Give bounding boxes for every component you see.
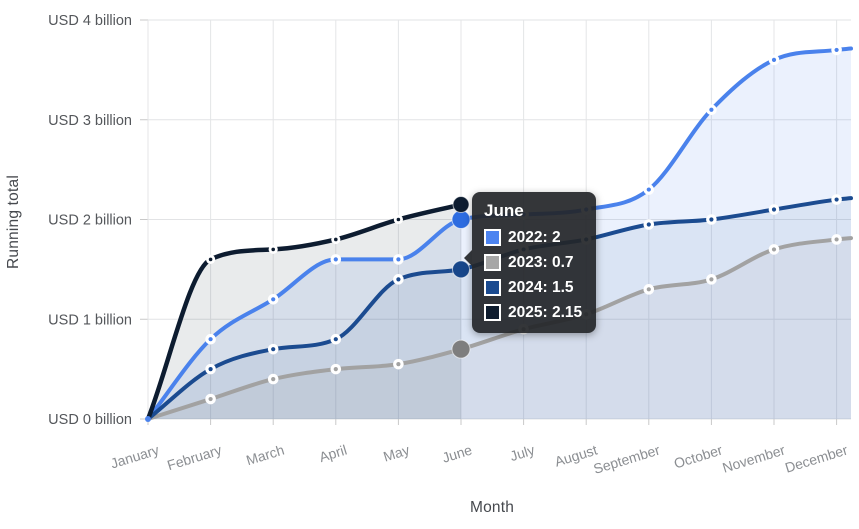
series-swatch-2022 <box>484 229 501 246</box>
tooltip-row-text: 2022: 2 <box>508 229 561 246</box>
tooltip-row: 2022: 2 <box>484 227 585 248</box>
series-swatch-2025 <box>484 304 501 321</box>
point-center-2023-november <box>771 247 777 252</box>
tooltip: June 2022: 2 2023: 0.7 2024: 1.5 2025: 2.15 <box>464 192 596 333</box>
point-center-2024-may <box>396 277 401 282</box>
point-center-2022-november <box>771 57 777 63</box>
tooltip-arrow <box>464 250 472 266</box>
point-center-2024-september <box>646 222 651 227</box>
point-center-2024-november <box>771 207 777 212</box>
point-center-2024-december <box>834 197 839 202</box>
point-center-2023-december <box>834 237 839 242</box>
x-tick-label: January <box>109 442 161 472</box>
x-tick-label: February <box>165 442 223 474</box>
tooltip-row: 2025: 2.15 <box>484 302 585 323</box>
point-center-2023-march <box>271 377 276 382</box>
tooltip-title: June <box>484 201 524 220</box>
point-center-2023-september <box>646 287 651 292</box>
point-center-2025-february <box>208 257 213 262</box>
point-center-2024-april <box>333 337 338 342</box>
point-center-2022-april <box>333 257 338 262</box>
point-center-2023-february <box>208 396 213 402</box>
tooltip-row: 2024: 1.5 <box>484 277 585 298</box>
y-axis-title: Running total <box>5 175 22 269</box>
y-tick-label: USD 4 billion <box>48 13 132 29</box>
point-center-2025-march <box>271 247 276 252</box>
point-center-2025-april <box>334 237 338 242</box>
tooltip-row-text: 2023: 0.7 <box>508 254 574 271</box>
point-center-2022-december <box>834 47 839 53</box>
hover-point-2022-june[interactable] <box>451 210 471 229</box>
tooltip-row-text: 2024: 1.5 <box>508 279 574 296</box>
point-center-2024-february <box>208 367 213 372</box>
point-center-2022-march <box>271 297 276 302</box>
point-center-2024-october <box>709 217 714 222</box>
x-tick-label: April <box>317 442 348 465</box>
x-tick-label: November <box>720 441 787 475</box>
hover-point-2023-june[interactable] <box>451 339 471 359</box>
point-center-2024-march <box>271 347 276 352</box>
tooltip-row: 2023: 0.7 <box>484 252 585 273</box>
y-tick-label: USD 1 billion <box>48 312 132 328</box>
x-tick-label: March <box>244 442 286 469</box>
x-tick-label: May <box>381 442 411 465</box>
x-tick-label: October <box>672 441 725 471</box>
point-center-2022-february <box>208 337 213 342</box>
y-tick-label: USD 2 billion <box>48 213 132 229</box>
point-center-2023-may <box>396 362 401 367</box>
point-center-2025-may <box>396 217 401 222</box>
series-area-2023 <box>148 238 851 419</box>
x-axis-title: Month <box>469 499 515 516</box>
point-center-2022-october <box>709 107 714 112</box>
series-swatch-2023 <box>484 254 501 271</box>
x-tick-label: September <box>592 441 662 476</box>
point-center-2022-september <box>646 187 651 192</box>
x-tick-label: July <box>508 442 536 465</box>
hover-point-2025-june[interactable] <box>452 196 470 214</box>
point-center-2023-april <box>333 367 338 372</box>
x-tick-label: June <box>440 442 474 466</box>
series-area-2025 <box>148 204 461 419</box>
y-tick-label: USD 3 billion <box>48 113 132 129</box>
x-tick-label: December <box>783 441 850 475</box>
tooltip-row-text: 2025: 2.15 <box>508 304 583 321</box>
y-tick-label: USD 0 billion <box>48 412 132 428</box>
tooltip-rows: 2022: 2 2023: 0.7 2024: 1.5 2025: 2.15 <box>484 227 585 323</box>
series-swatch-2024 <box>484 279 501 296</box>
origin-point <box>145 416 151 422</box>
point-center-2023-october <box>709 277 714 282</box>
point-center-2022-may <box>396 257 401 262</box>
